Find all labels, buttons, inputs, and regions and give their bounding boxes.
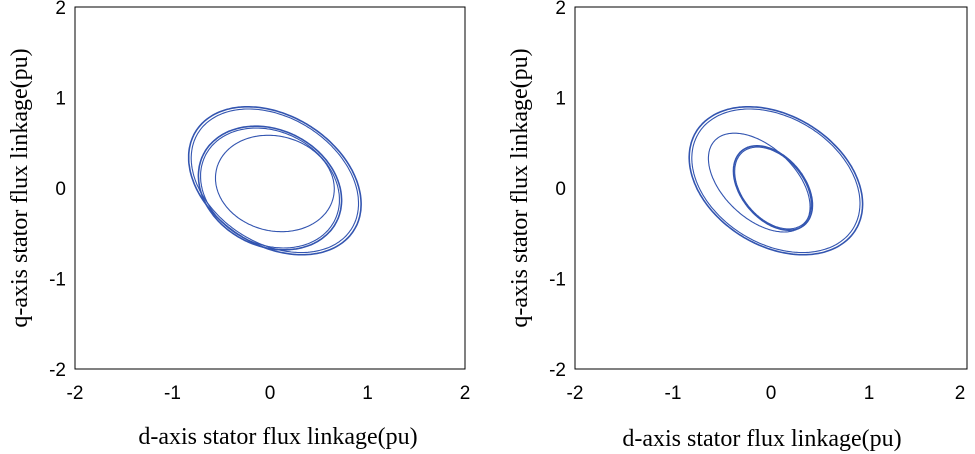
y-tick-right-4: 2 bbox=[555, 0, 566, 19]
y-tick-right-2: 0 bbox=[555, 179, 566, 200]
y-axis-label-right: q-axis stator flux linkage(pu) bbox=[507, 48, 533, 327]
y-tick-left-4: 2 bbox=[55, 0, 66, 19]
trajectory-echo-right-0 bbox=[691, 108, 861, 254]
x-tick-left-1: -1 bbox=[164, 383, 181, 404]
y-tick-left-1: -1 bbox=[49, 270, 66, 291]
y-tick-left-3: 1 bbox=[55, 89, 66, 110]
traces-right bbox=[688, 106, 864, 256]
chart-left: -2 -1 0 1 2 -2 -1 0 1 2 d-axis stator fl… bbox=[7, 0, 470, 450]
x-tick-left-2: 0 bbox=[265, 383, 276, 404]
trajectory-left-0 bbox=[187, 106, 362, 256]
y-tick-right-0: -2 bbox=[549, 360, 566, 381]
x-tick-right-4: 2 bbox=[955, 383, 966, 404]
trajectory-echo-right-1 bbox=[734, 146, 812, 230]
trajectory-right-0 bbox=[688, 106, 864, 256]
y-tick-left-2: 0 bbox=[55, 179, 66, 200]
x-axis-label-left: d-axis stator flux linkage(pu) bbox=[138, 424, 417, 450]
y-tick-right-1: -1 bbox=[549, 270, 566, 291]
plot-frame-right bbox=[574, 6, 968, 370]
x-tick-right-3: 1 bbox=[864, 383, 875, 404]
y-tick-left-0: -2 bbox=[49, 360, 66, 381]
chart-right: -2 -1 0 1 2 -2 -1 0 1 2 d-axis stator fl… bbox=[507, 0, 968, 452]
x-tick-right-2: 0 bbox=[766, 383, 777, 404]
y-axis-label-left: q-axis stator flux linkage(pu) bbox=[7, 48, 33, 327]
plot-frame-left bbox=[74, 6, 466, 370]
trajectory-right-2 bbox=[707, 132, 811, 233]
x-tick-right-0: -2 bbox=[567, 383, 584, 404]
trajectory-left-1 bbox=[197, 125, 343, 251]
trajectory-echo-left-1 bbox=[200, 127, 340, 249]
x-tick-left-3: 1 bbox=[362, 383, 373, 404]
y-tick-right-3: 1 bbox=[555, 89, 566, 110]
x-tick-left-0: -2 bbox=[67, 383, 84, 404]
traces-left bbox=[187, 106, 362, 256]
x-axis-label-right: d-axis stator flux linkage(pu) bbox=[622, 426, 901, 452]
trajectory-left-2 bbox=[214, 134, 335, 233]
x-tick-left-4: 2 bbox=[460, 383, 471, 404]
trajectory-right-1 bbox=[732, 145, 814, 231]
x-tick-right-1: -1 bbox=[665, 383, 682, 404]
